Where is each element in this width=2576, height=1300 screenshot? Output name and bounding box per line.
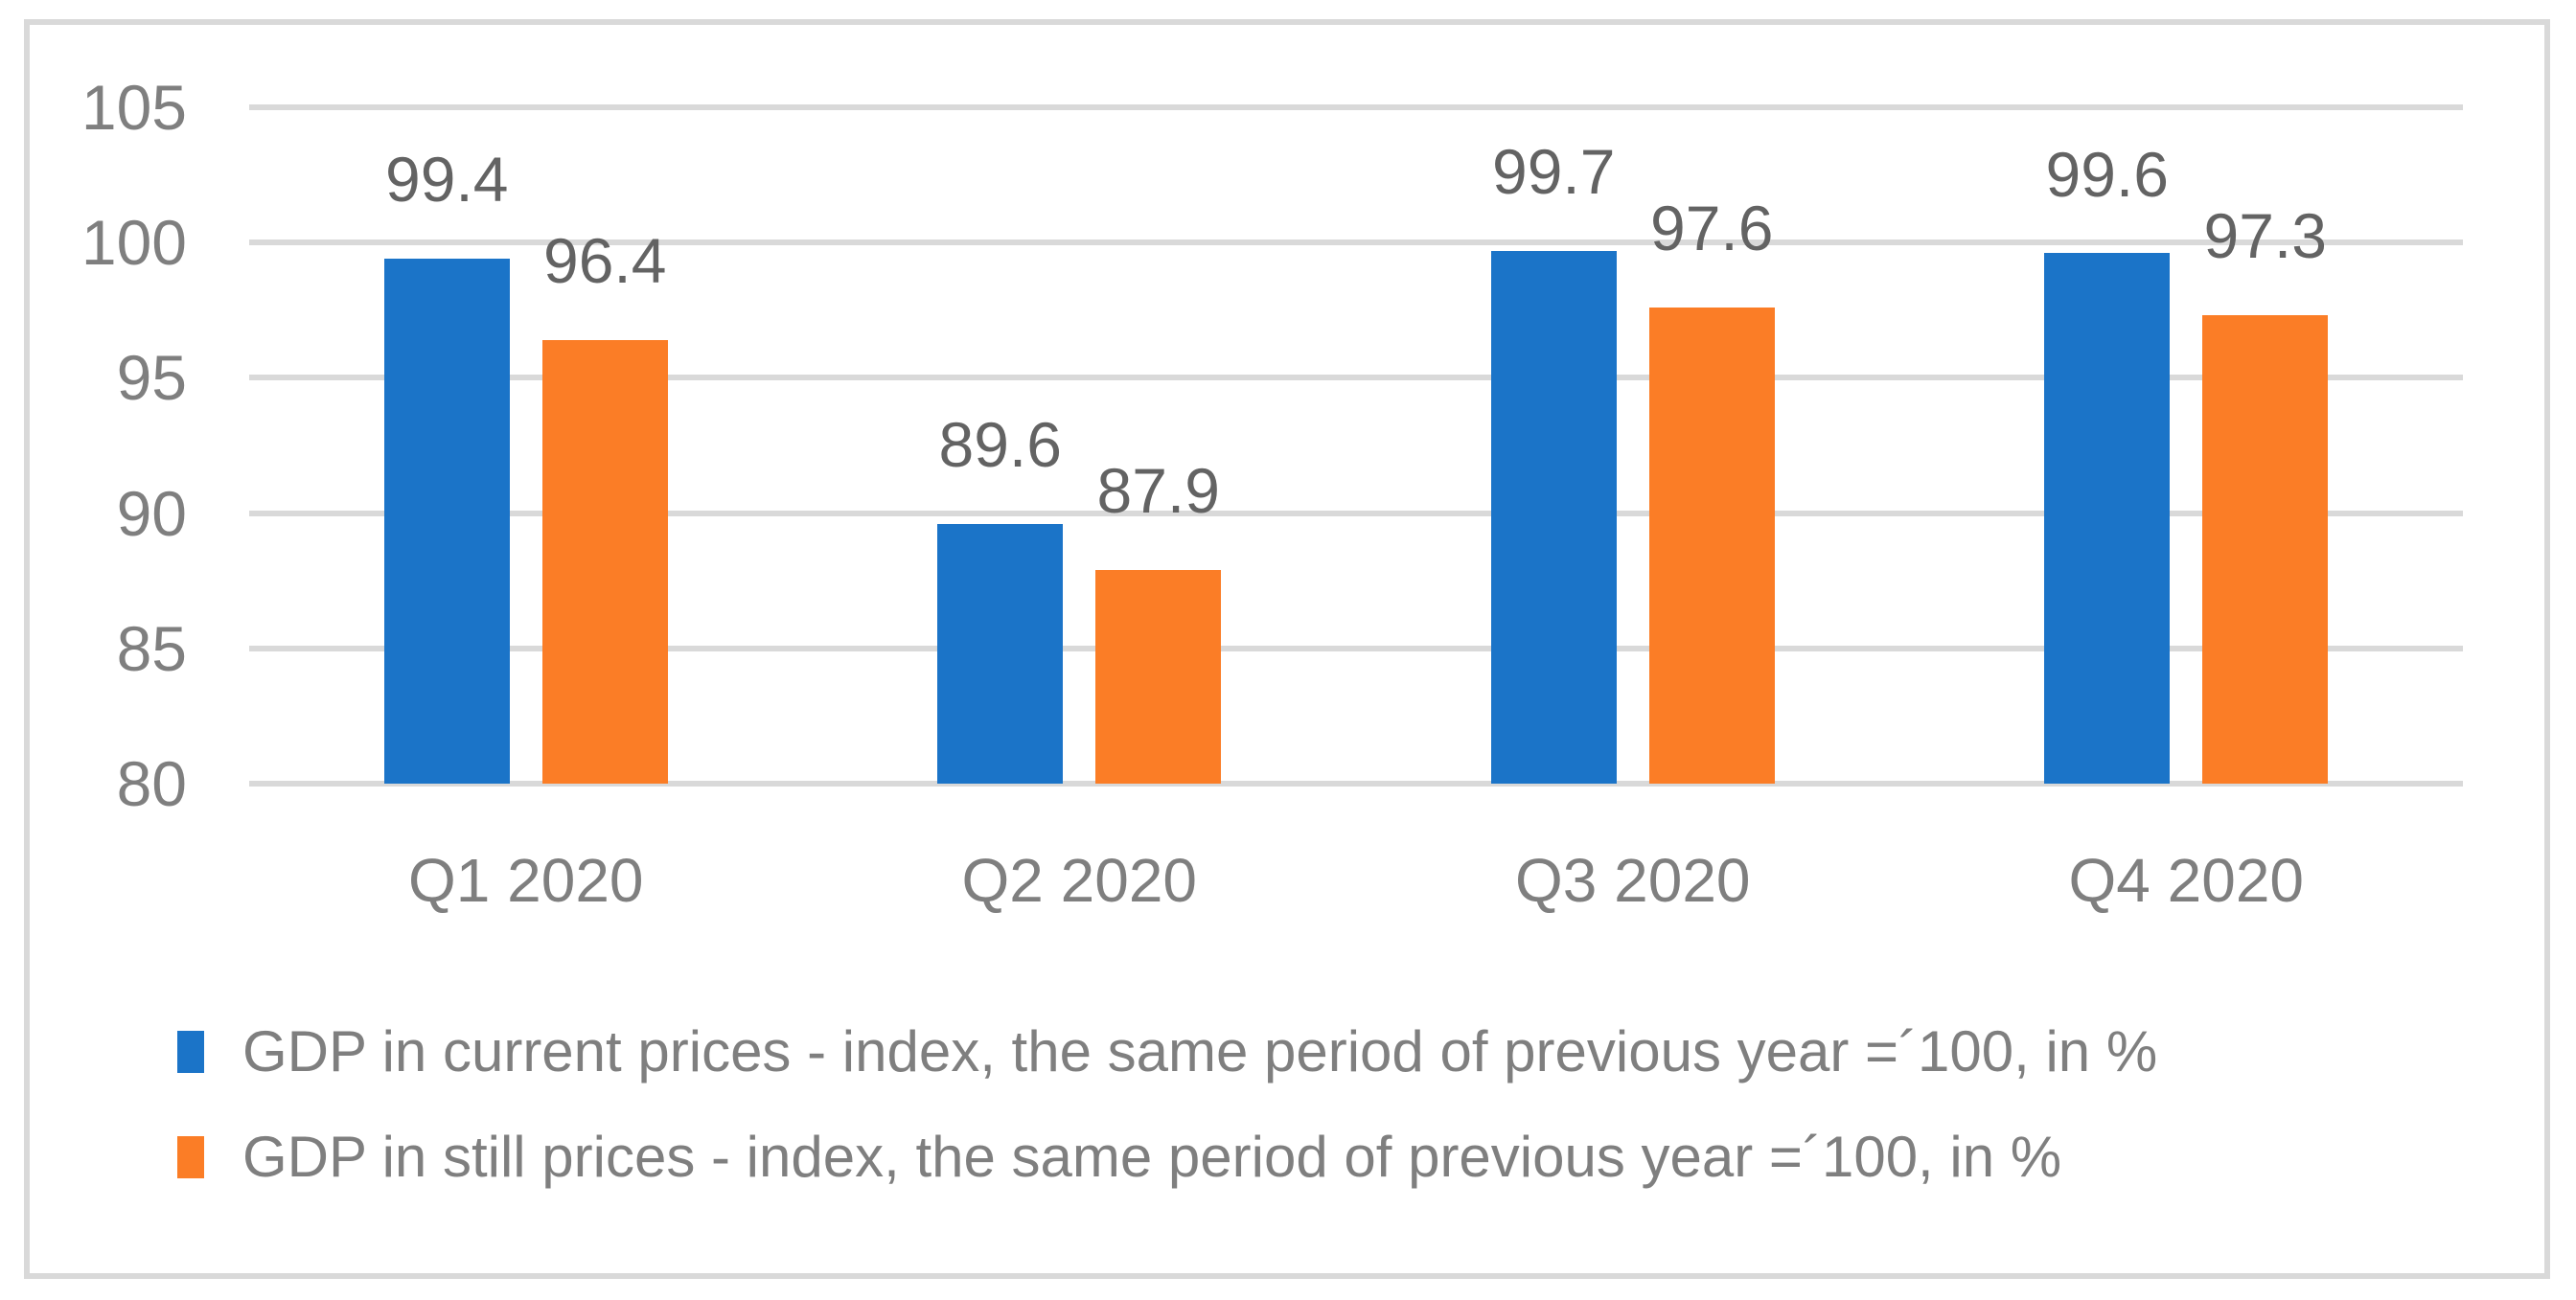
legend-marker-gdp-current-prices (177, 1031, 204, 1073)
legend-label-gdp-still-prices: GDP in still prices - index, the same pe… (242, 1125, 2062, 1189)
data-label-gdp-still-prices-q1-2020: 96.4 (543, 224, 667, 296)
bar-gdp-current-prices-q1-2020 (383, 259, 510, 784)
gridline-95 (249, 375, 2463, 381)
legend-item-gdp-still-prices: GDP in still prices - index, the same pe… (177, 1129, 2157, 1186)
y-tick-label-80: 80 (116, 748, 187, 819)
y-tick-label-95: 95 (116, 342, 187, 414)
chart-border (24, 19, 2550, 1279)
legend-marker-gdp-still-prices (177, 1136, 204, 1178)
x-label-q1-2020: Q1 2020 (407, 846, 644, 915)
y-tick-label-85: 85 (116, 612, 187, 684)
bar-gdp-current-prices-q2-2020 (937, 523, 1064, 784)
gridline-90 (249, 510, 2463, 516)
bar-gdp-still-prices-q2-2020 (1095, 569, 1222, 784)
gridline-80 (249, 781, 2463, 787)
data-label-gdp-current-prices-q3-2020: 99.7 (1492, 135, 1616, 207)
legend: GDP in current prices - index, the same … (177, 1023, 2157, 1239)
bar-gdp-current-prices-q4-2020 (2044, 253, 2171, 784)
data-label-gdp-still-prices-q4-2020: 97.3 (2203, 200, 2327, 272)
x-label-q4-2020: Q4 2020 (2068, 846, 2305, 915)
legend-item-gdp-current-prices: GDP in current prices - index, the same … (177, 1023, 2157, 1081)
data-label-gdp-still-prices-q3-2020: 97.6 (1650, 192, 1774, 263)
y-tick-label-90: 90 (116, 477, 187, 549)
y-tick-label-105: 105 (80, 72, 187, 143)
legend-label-gdp-current-prices: GDP in current prices - index, the same … (242, 1019, 2158, 1083)
data-label-gdp-current-prices-q4-2020: 99.6 (2045, 138, 2169, 210)
x-label-q3-2020: Q3 2020 (1514, 846, 1751, 915)
gridline-100 (249, 239, 2463, 246)
x-label-q2-2020: Q2 2020 (961, 846, 1198, 915)
bar-gdp-still-prices-q3-2020 (1648, 307, 1775, 784)
bar-gdp-current-prices-q3-2020 (1490, 250, 1617, 784)
bar-gdp-still-prices-q1-2020 (541, 339, 668, 784)
gridline-105 (249, 104, 2463, 110)
plot-area: 99.4 96.4 89.6 87.9 99.7 97.6 99.6 97.3 (249, 104, 2463, 787)
bar-gdp-still-prices-q4-2020 (2202, 315, 2329, 784)
data-label-gdp-current-prices-q1-2020: 99.4 (385, 144, 509, 216)
data-label-gdp-still-prices-q2-2020: 87.9 (1096, 454, 1220, 526)
data-label-gdp-current-prices-q2-2020: 89.6 (938, 408, 1062, 480)
y-tick-label-100: 100 (80, 207, 187, 279)
gridline-85 (249, 645, 2463, 651)
